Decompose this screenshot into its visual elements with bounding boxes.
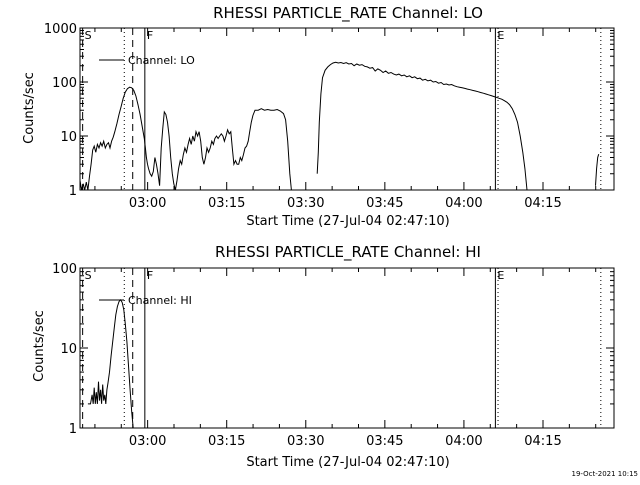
lo-x-tick-label: 03:00 (129, 196, 166, 211)
lo-x-tick-label: 04:00 (445, 196, 482, 211)
hi-marker-label: E (497, 269, 504, 282)
lo-x-tick-label: 03:30 (287, 196, 324, 211)
hi-y-tick-label: 100 (52, 262, 77, 277)
footer-timestamp: 19-Oct-2021 10:15 (572, 470, 638, 478)
lo-marker-label: E (497, 29, 504, 42)
lo-x-tick-label: 03:15 (208, 196, 245, 211)
lo-series-line (316, 61, 528, 191)
lo-series-line (79, 86, 292, 191)
hi-marker-label: S (85, 269, 92, 282)
top-panel-ylabel: Counts/sec (22, 72, 37, 144)
hi-x-tick-label: 03:00 (129, 434, 166, 449)
lo-legend-label: Channel: LO (128, 54, 195, 67)
hi-y-tick-label: 1 (69, 422, 77, 437)
lo-y-tick-label: 1000 (44, 22, 77, 37)
lo-series-line (595, 154, 600, 186)
lo-marker-label: S (85, 29, 92, 42)
hi-x-tick-label: 04:15 (524, 434, 561, 449)
lo-x-tick-label: 04:15 (524, 196, 561, 211)
bottom-panel-title: RHESSI PARTICLE_RATE Channel: HI (215, 243, 481, 262)
top-panel-xlabel: Start Time (27-Jul-04 02:47:10) (246, 214, 449, 229)
hi-x-tick-label: 04:00 (445, 434, 482, 449)
bottom-panel-xlabel: Start Time (27-Jul-04 02:47:10) (246, 455, 449, 470)
hi-marker-label: F (147, 269, 153, 282)
hi-series-line (87, 298, 134, 429)
hi-x-tick-label: 03:15 (208, 434, 245, 449)
top-panel-plot: 03:00 03:15 03:30 03:45 04:00 04:15 1 10 100 1000… (44, 22, 615, 211)
hi-x-tick-label: 03:45 (366, 434, 403, 449)
lo-x-tick-label: 03:45 (366, 196, 403, 211)
hi-legend-label: Channel: HI (128, 294, 192, 307)
lo-y-tick-label: 1 (69, 184, 77, 199)
hi-x-tick-label: 03:30 (287, 434, 324, 449)
lo-marker-label: F (147, 29, 153, 42)
lo-plot-frame (79, 27, 615, 191)
lo-y-tick-label: 10 (60, 130, 77, 145)
bottom-panel-ylabel: Counts/sec (32, 310, 47, 382)
bottom-panel-plot: 03:00 03:15 03:30 03:45 04:00 04:15 1 10 100 S F E C… (52, 262, 615, 449)
top-panel-title: RHESSI PARTICLE_RATE Channel: LO (213, 4, 483, 23)
lo-y-tick-label: 100 (52, 76, 77, 91)
hi-y-tick-label: 10 (60, 342, 77, 357)
